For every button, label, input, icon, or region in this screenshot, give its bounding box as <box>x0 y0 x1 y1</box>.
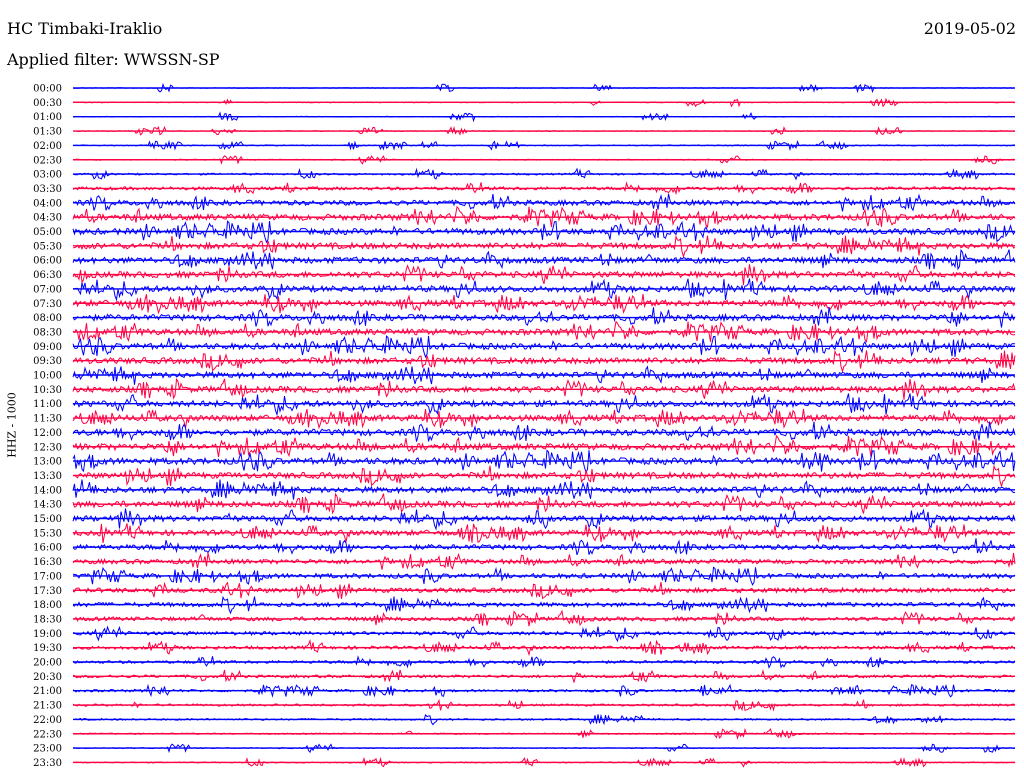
time-label-1530: 15:30 <box>33 528 62 539</box>
time-label-0300: 03:00 <box>33 170 62 181</box>
trace-1330 <box>72 464 1016 488</box>
time-label-2300: 23:00 <box>33 744 62 755</box>
filter-label: Applied filter: WWSSN-SP <box>7 50 220 69</box>
time-label-2330: 23:30 <box>33 758 62 769</box>
time-label-1130: 11:30 <box>33 414 62 425</box>
time-label-1230: 12:30 <box>33 442 62 453</box>
station-title: HC Timbaki-Iraklio <box>7 19 163 38</box>
time-label-0230: 02:30 <box>33 155 62 166</box>
trace-1400 <box>72 479 1016 500</box>
time-label-0030: 00:30 <box>33 98 62 109</box>
time-label-0930: 09:30 <box>33 356 62 367</box>
time-label-0600: 06:00 <box>33 256 62 267</box>
time-label-1900: 19:00 <box>33 629 62 640</box>
time-label-2200: 22:00 <box>33 715 62 726</box>
time-label-0100: 01:00 <box>33 112 62 123</box>
time-label-0200: 02:00 <box>33 141 62 152</box>
time-label-1630: 16:30 <box>33 557 62 568</box>
time-label-2000: 20:00 <box>33 658 62 669</box>
time-label-0400: 04:00 <box>33 198 62 209</box>
trace-1700 <box>72 566 1016 586</box>
time-label-1000: 10:00 <box>33 371 62 382</box>
time-label-2030: 20:30 <box>33 672 62 683</box>
time-label-1430: 14:30 <box>33 500 62 511</box>
trace-0600 <box>72 248 1016 271</box>
time-label-0530: 05:30 <box>33 241 62 252</box>
time-label-1330: 13:30 <box>33 471 62 482</box>
time-label-1200: 12:00 <box>33 428 62 439</box>
trace-1430 <box>72 492 1016 515</box>
time-label-0730: 07:30 <box>33 299 62 310</box>
time-label-1500: 15:00 <box>33 514 62 525</box>
time-label-0330: 03:30 <box>33 184 62 195</box>
trace-0430 <box>72 205 1016 228</box>
time-label-1930: 19:30 <box>33 643 62 654</box>
time-label-1700: 17:00 <box>33 571 62 582</box>
time-label-2230: 22:30 <box>33 729 62 740</box>
time-label-1600: 16:00 <box>33 543 62 554</box>
time-label-2130: 21:30 <box>33 701 62 712</box>
time-label-0000: 00:00 <box>33 84 62 95</box>
trace-1630 <box>72 552 1016 570</box>
time-label-1300: 13:00 <box>33 457 62 468</box>
time-label-2100: 21:00 <box>33 686 62 697</box>
time-label-1830: 18:30 <box>33 614 62 625</box>
time-label-1030: 10:30 <box>33 385 62 396</box>
time-label-0830: 08:30 <box>33 327 62 338</box>
time-label-0500: 05:00 <box>33 227 62 238</box>
trace-1200 <box>72 421 1016 442</box>
time-label-0900: 09:00 <box>33 342 62 353</box>
trace-1730 <box>72 581 1016 600</box>
date-label: 2019-05-02 <box>923 19 1016 38</box>
time-label-0430: 04:30 <box>33 213 62 224</box>
trace-0730 <box>72 294 1016 315</box>
time-label-1730: 17:30 <box>33 586 62 597</box>
time-label-1100: 11:00 <box>33 399 62 410</box>
time-label-0800: 08:00 <box>33 313 62 324</box>
time-label-1400: 14:00 <box>33 485 62 496</box>
time-label-0700: 07:00 <box>33 284 62 295</box>
time-label-0630: 06:30 <box>33 270 62 281</box>
time-label-1800: 18:00 <box>33 600 62 611</box>
time-label-0130: 01:30 <box>33 127 62 138</box>
